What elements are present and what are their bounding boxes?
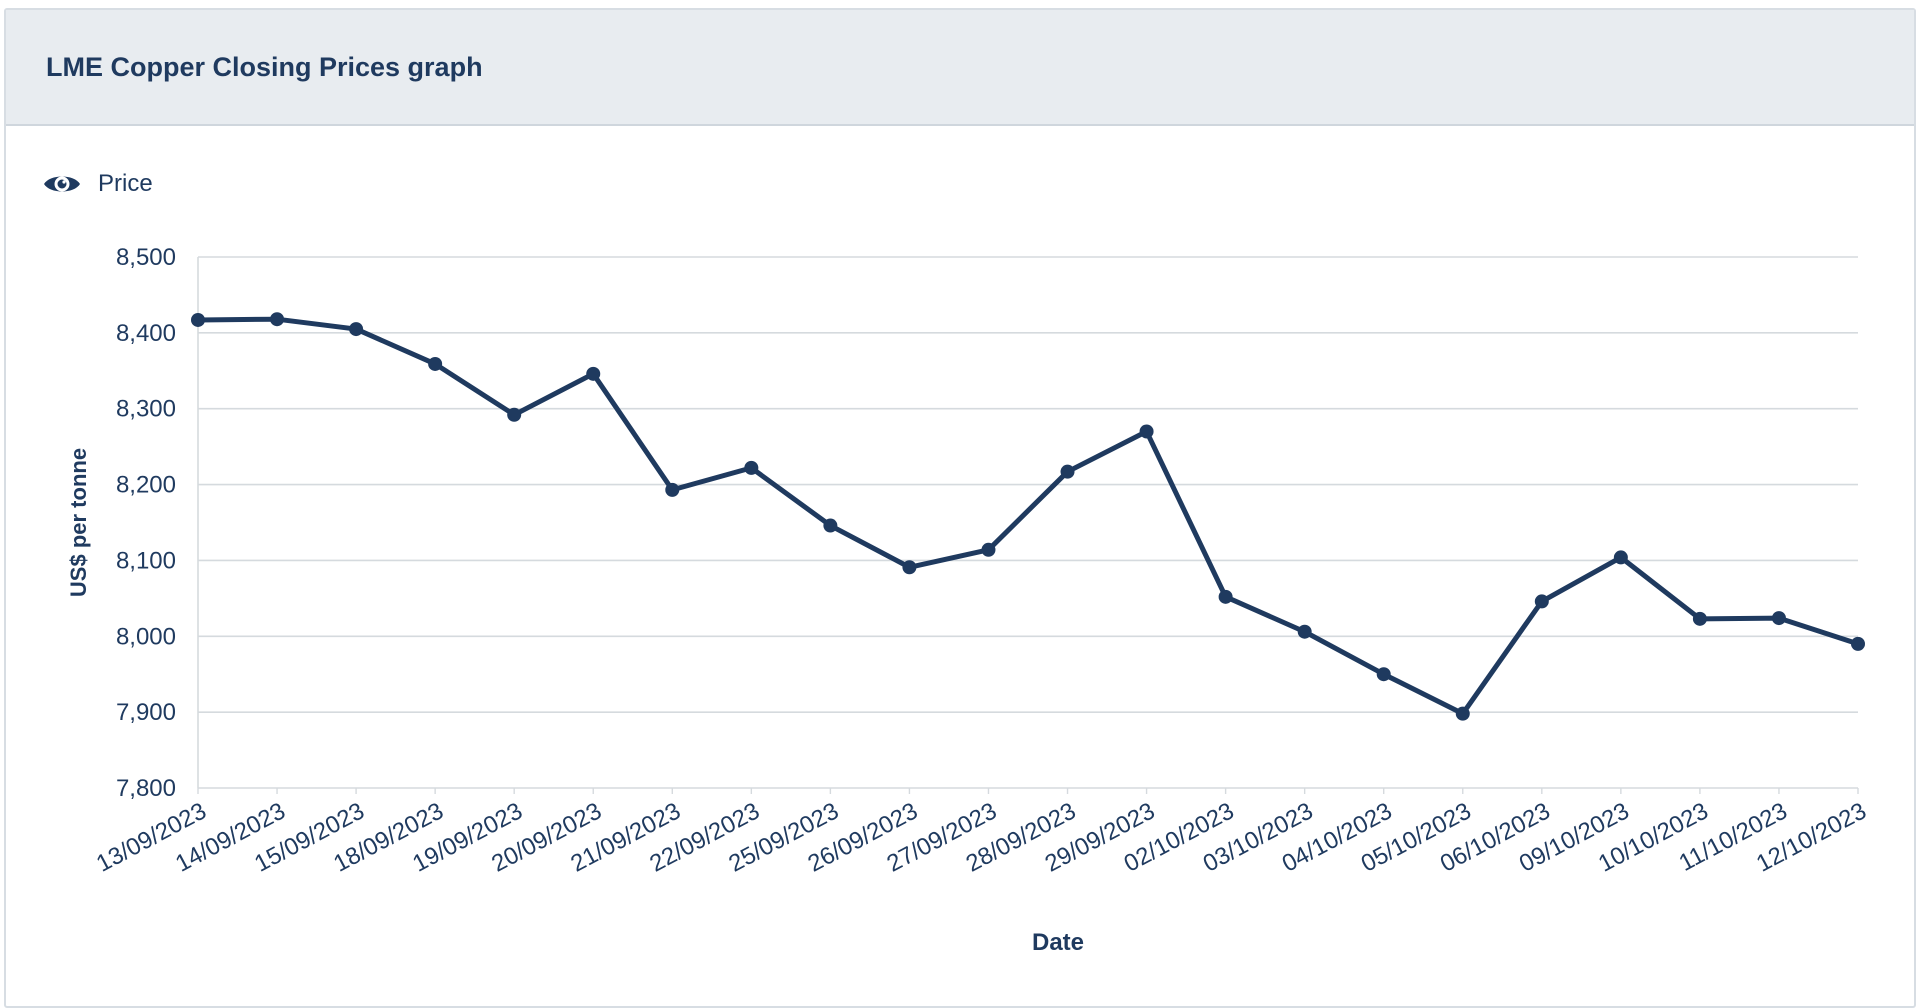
- data-point: [744, 460, 759, 475]
- y-tick-label: 8,100: [116, 547, 176, 574]
- data-point: [665, 482, 680, 497]
- data-point: [1218, 589, 1233, 604]
- data-point: [823, 518, 838, 533]
- y-tick-label: 8,000: [116, 623, 176, 650]
- data-point: [191, 312, 205, 327]
- y-tick-label: 8,200: [116, 472, 176, 499]
- data-point: [1139, 424, 1154, 439]
- y-tick-label: 8,500: [116, 244, 176, 271]
- data-point: [1455, 706, 1470, 721]
- data-point: [1297, 624, 1312, 639]
- legend-item-price[interactable]: Price: [42, 164, 153, 204]
- card-header: LME Copper Closing Prices graph: [6, 10, 1914, 126]
- eye-icon: [44, 176, 80, 192]
- data-point: [1692, 611, 1707, 626]
- data-point: [1613, 550, 1628, 565]
- chart-card: LME Copper Closing Prices graph: [4, 8, 1916, 1008]
- data-point: [1771, 611, 1786, 626]
- data-point: [981, 542, 996, 557]
- data-point: [1376, 667, 1391, 682]
- y-tick-label: 8,300: [116, 396, 176, 423]
- data-point: [586, 366, 601, 381]
- y-axis-title: US$ per tonne: [66, 448, 91, 597]
- y-tick-label: 7,800: [116, 775, 176, 802]
- chart-title: LME Copper Closing Prices graph: [46, 52, 483, 82]
- data-point: [902, 560, 917, 575]
- series-line-price: [195, 316, 1861, 717]
- y-tick-label: 8,400: [116, 320, 176, 347]
- data-point: [428, 356, 443, 371]
- x-axis-title: Date: [1032, 929, 1084, 956]
- y-tick-label: 7,900: [116, 699, 176, 726]
- data-point: [349, 322, 364, 337]
- data-point: [507, 407, 522, 422]
- data-point: [270, 312, 285, 327]
- data-point: [1851, 636, 1865, 651]
- data-point: [1060, 464, 1075, 479]
- data-point: [1534, 594, 1549, 609]
- legend-label: Price: [98, 170, 153, 197]
